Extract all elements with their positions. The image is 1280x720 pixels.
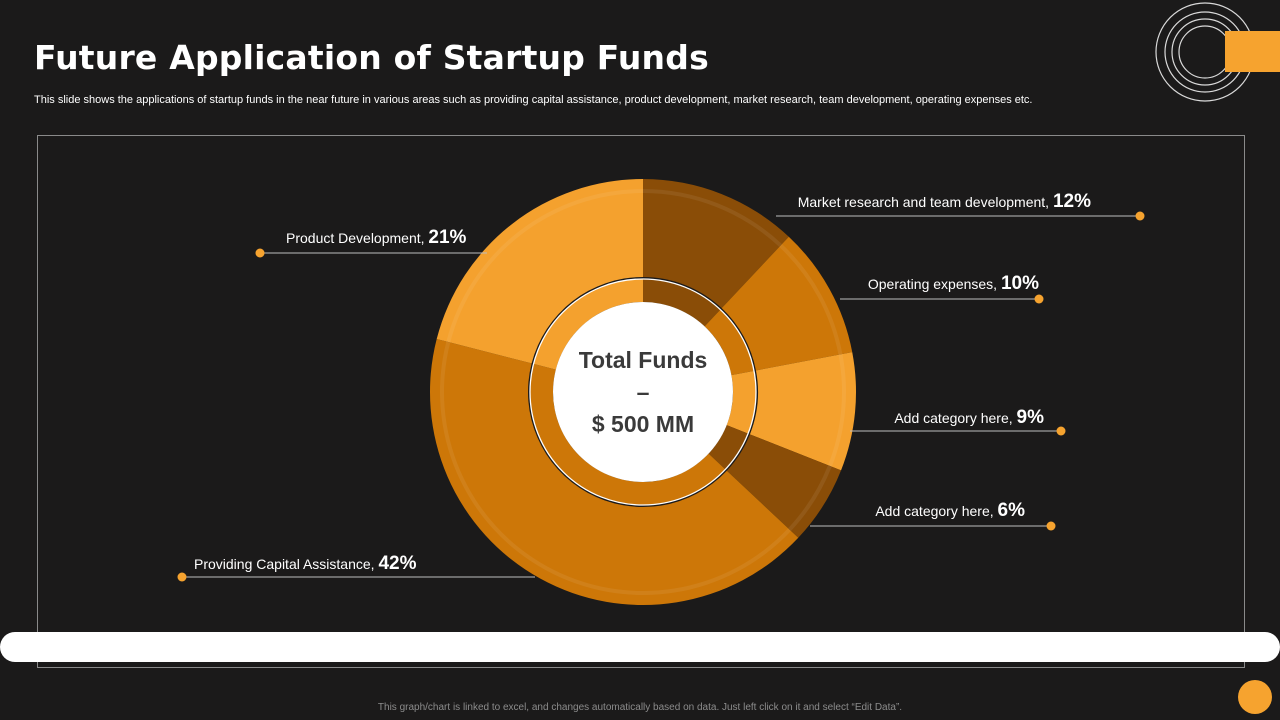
inner-ring-outline bbox=[529, 278, 757, 506]
leader-dot-3 bbox=[1056, 426, 1066, 436]
slide-subtitle: This slide shows the applications of sta… bbox=[34, 94, 1033, 106]
slice-label-value-1: 12% bbox=[1053, 191, 1091, 212]
footer-note: This graph/chart is linked to excel, and… bbox=[377, 702, 903, 713]
slice-label-1: Market research and team development, 12… bbox=[798, 191, 1091, 212]
inner-slice-5 bbox=[530, 363, 726, 505]
slice-label-2: Operating expenses, 10% bbox=[868, 273, 1039, 294]
chart-leader-lines bbox=[177, 211, 1145, 582]
inner-slice-2 bbox=[704, 309, 754, 376]
bottom-white-bar bbox=[0, 632, 1280, 662]
decorative-accent-bar bbox=[1225, 31, 1280, 72]
inner-slice-1 bbox=[643, 279, 721, 327]
slide-title: Future Application of Startup Funds bbox=[34, 38, 709, 77]
slice-band-6 bbox=[446, 189, 643, 343]
corner-accent-dot bbox=[1238, 680, 1272, 714]
leader-dot-1 bbox=[1135, 211, 1145, 221]
slice-label-4: Add category here, 6% bbox=[875, 500, 1025, 521]
slice-3 bbox=[749, 352, 857, 471]
slice-label-name-1: Market research and team development, bbox=[798, 194, 1053, 210]
slice-label-value-5: 42% bbox=[378, 553, 416, 574]
center-disc bbox=[553, 302, 733, 482]
slice-band-2 bbox=[779, 244, 843, 355]
slice-label-value-4: 6% bbox=[998, 500, 1026, 521]
inner-slice-6 bbox=[533, 279, 643, 370]
slice-5 bbox=[429, 339, 799, 606]
slice-label-name-3: Add category here, bbox=[894, 410, 1016, 426]
chart-labels: Market research and team development, 12… bbox=[194, 191, 1091, 574]
slice-label-name-4: Add category here, bbox=[875, 503, 997, 519]
slice-6 bbox=[436, 179, 643, 364]
slice-label-5: Providing Capital Assistance, 42% bbox=[194, 553, 417, 574]
slice-label-6: Product Development, 21% bbox=[286, 227, 467, 248]
slice-label-value-6: 21% bbox=[428, 227, 466, 248]
leader-dot-4 bbox=[1046, 521, 1056, 531]
slice-label-3: Add category here, 9% bbox=[894, 407, 1044, 428]
slice-label-name-5: Providing Capital Assistance, bbox=[194, 556, 378, 572]
slice-label-value-2: 10% bbox=[1001, 273, 1039, 294]
center-label-line1: Total Funds bbox=[579, 347, 708, 373]
slice-label-name-2: Operating expenses, bbox=[868, 276, 1001, 292]
center-label-line2: – bbox=[637, 379, 650, 405]
chart-panel bbox=[37, 135, 1245, 668]
slice-label-name-6: Product Development, bbox=[286, 230, 428, 246]
inner-slice-3 bbox=[726, 370, 756, 434]
inner-slice-4 bbox=[708, 425, 749, 470]
slice-1 bbox=[643, 179, 789, 309]
slice-2 bbox=[721, 236, 853, 371]
leader-dot-5 bbox=[177, 572, 187, 582]
leader-dot-6 bbox=[255, 248, 265, 258]
slice-band-3 bbox=[828, 353, 847, 467]
chart-inner-slices bbox=[530, 279, 756, 505]
slice-band-4 bbox=[788, 465, 832, 531]
leader-dot-2 bbox=[1034, 294, 1044, 304]
center-label-line3: $ 500 MM bbox=[592, 411, 694, 437]
slice-label-value-3: 9% bbox=[1017, 407, 1045, 428]
chart-slices bbox=[429, 179, 857, 606]
slice-4 bbox=[726, 434, 842, 538]
